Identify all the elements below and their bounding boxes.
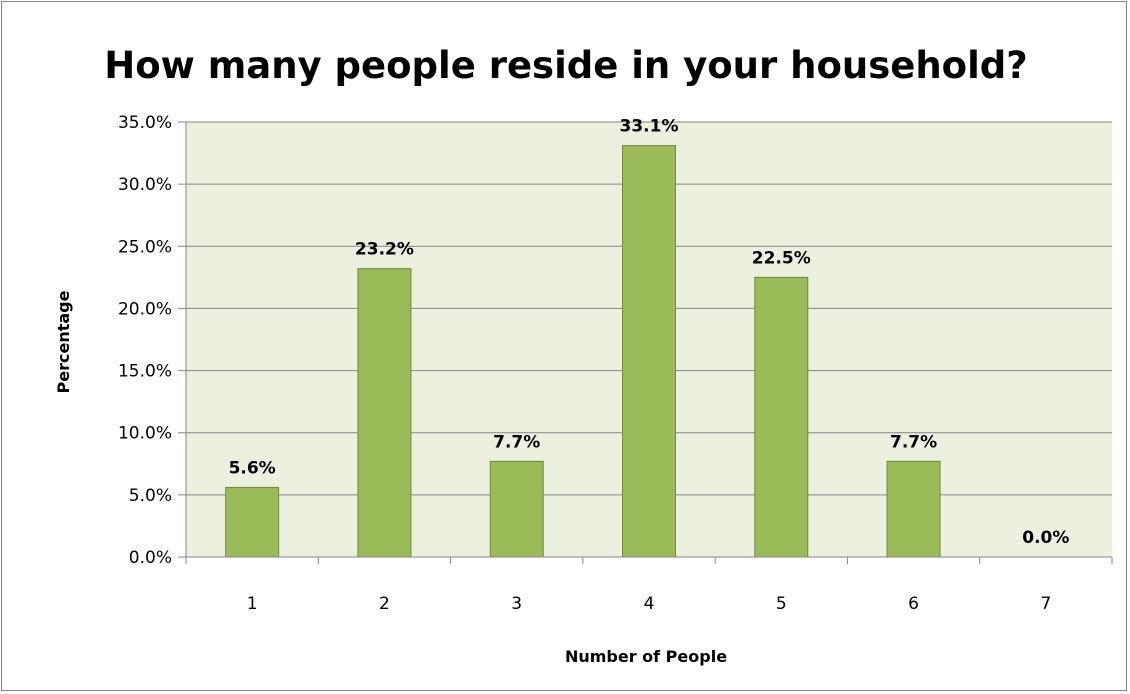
x-axis-title: Number of People	[565, 647, 727, 666]
y-tick-label: 15.0%	[118, 362, 172, 382]
x-tick-label: 3	[511, 594, 522, 614]
y-tick-labels: 0.0% 5.0% 10.0% 15.0% 20.0% 25.0% 30.0% 35.0%	[118, 113, 172, 568]
data-label: 7.7%	[493, 432, 540, 452]
data-label: 0.0%	[1022, 528, 1069, 548]
x-tick-label: 5	[776, 594, 787, 614]
bar	[886, 460, 941, 558]
data-label: 7.7%	[890, 432, 937, 452]
x-tick-labels: 1 2 3 4 5 6 7	[247, 594, 1052, 614]
bar	[622, 145, 676, 558]
x-tick-label: 2	[379, 594, 390, 614]
bar	[489, 460, 544, 558]
x-tick-label: 1	[247, 594, 258, 614]
data-label: 23.2%	[355, 240, 414, 260]
data-label: 5.6%	[229, 458, 276, 478]
x-tick-label: 6	[908, 594, 919, 614]
x-tick-label: 4	[644, 594, 655, 614]
bar	[357, 268, 412, 558]
y-tick-label: 20.0%	[118, 299, 172, 319]
y-tick-label: 30.0%	[118, 175, 172, 195]
bars	[225, 145, 941, 558]
bar	[754, 276, 809, 558]
x-tick-label: 7	[1040, 594, 1051, 614]
chart-title: How many people reside in your household…	[104, 44, 1027, 87]
axes	[185, 122, 1113, 564]
data-label: 33.1%	[620, 117, 679, 137]
y-tick-label: 25.0%	[118, 237, 172, 257]
y-tick-label: 0.0%	[129, 548, 172, 568]
y-axis-title: Percentage	[54, 290, 73, 393]
data-labels: 5.6% 23.2% 7.7% 33.1% 22.5% 7.7% 0.0%	[229, 117, 1070, 548]
y-tick-label: 10.0%	[118, 424, 172, 444]
data-label: 22.5%	[752, 248, 811, 268]
y-tick-label: 5.0%	[129, 486, 172, 506]
y-tick-label: 35.0%	[118, 113, 172, 133]
bar	[225, 486, 280, 558]
